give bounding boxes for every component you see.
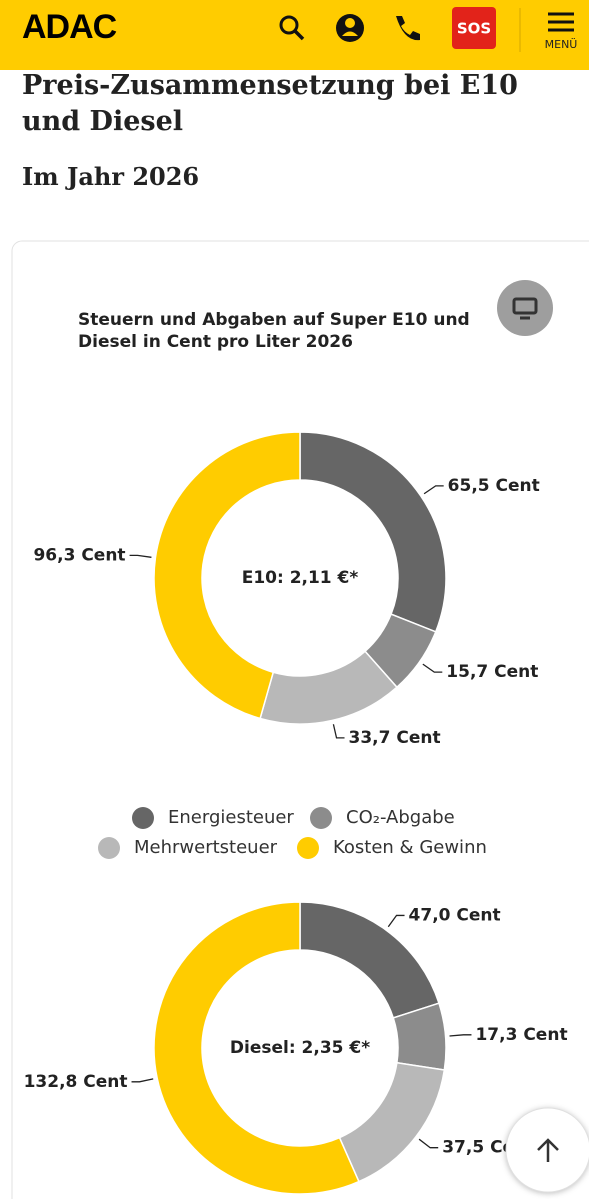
header-icons: SOS MENÜ [279, 7, 578, 52]
legend-label: CO₂-Abgabe [346, 807, 455, 828]
monitor-icon [512, 297, 538, 315]
center-label: E10: 2,11 €* [242, 568, 359, 588]
center-label: Diesel: 2,35 €* [230, 1038, 370, 1058]
menu-icon[interactable] [548, 12, 574, 32]
legend-swatch [297, 837, 319, 859]
sos-label: SOS [457, 20, 491, 38]
heading: Preis-Zusammensetzung bei E10 und Diesel [22, 70, 518, 137]
leader-line [418, 1138, 439, 1149]
legend-swatch [310, 807, 332, 829]
donut-segment [153, 431, 301, 720]
menu-label: MENÜ [545, 38, 578, 51]
data-label: 17,3 Cent [475, 1025, 567, 1045]
leader-line [449, 1034, 472, 1037]
leader-line [332, 724, 345, 739]
phone-icon[interactable] [396, 16, 420, 41]
legend-swatch [132, 807, 154, 829]
donut-segment [299, 431, 447, 633]
arrow-up-icon [537, 1138, 559, 1162]
leader-line [422, 663, 443, 673]
chart-title: Steuern und Abgaben auf Super E10 und Die… [78, 310, 470, 352]
leader-line [423, 485, 444, 495]
legend-swatch [98, 837, 120, 859]
data-label: 132,8 Cent [24, 1072, 128, 1092]
leader-line [387, 914, 405, 928]
leader-line [131, 1078, 154, 1083]
header: ADAC SOS MENÜ [0, 0, 589, 70]
logo[interactable]: ADAC [22, 8, 117, 46]
search-icon[interactable] [279, 15, 299, 35]
data-label: 47,0 Cent [409, 905, 501, 925]
search-handle [293, 29, 305, 41]
subheading: Im Jahr 2026 [22, 162, 200, 191]
data-label: 96,3 Cent [33, 545, 125, 565]
data-label: 33,7 Cent [349, 728, 441, 748]
leader-line [129, 554, 152, 558]
legend-label: Mehrwertsteuer [134, 837, 278, 858]
account-head [345, 18, 355, 28]
legend-label: Kosten & Gewinn [333, 837, 487, 858]
data-label: 15,7 Cent [446, 662, 538, 682]
donut-segment [153, 901, 360, 1195]
account-body [342, 31, 358, 36]
fullscreen-button[interactable] [497, 280, 553, 336]
legend-label: Energiesteuer [168, 807, 294, 828]
data-label: 65,5 Cent [448, 476, 540, 496]
sos-button[interactable] [452, 7, 496, 49]
